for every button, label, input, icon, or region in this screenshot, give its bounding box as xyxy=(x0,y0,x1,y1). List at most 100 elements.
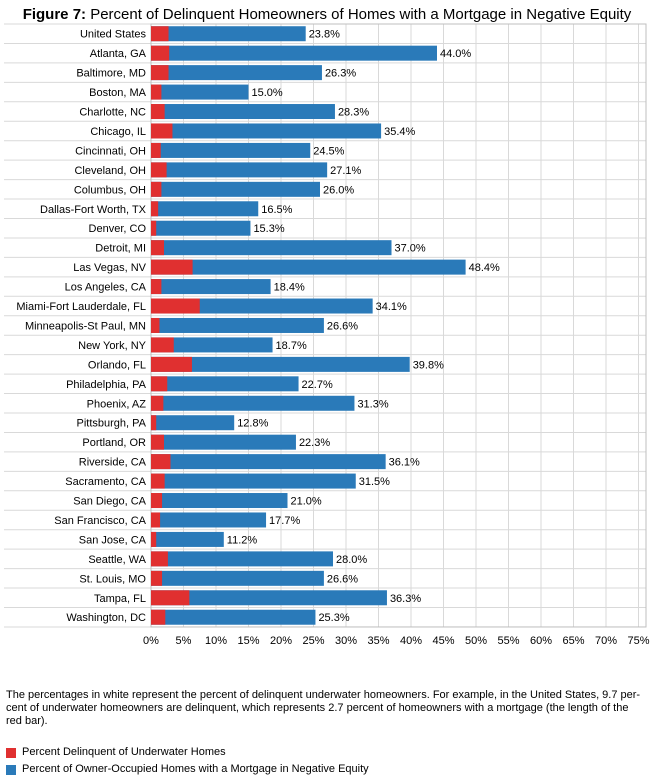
bar-delinquent xyxy=(151,181,162,197)
category-label: Orlando, FL xyxy=(88,359,146,371)
bar-negative-equity xyxy=(151,142,311,158)
bar-delinquent xyxy=(151,298,200,314)
bar-delinquent xyxy=(151,201,159,217)
bar-delinquent xyxy=(151,531,157,547)
x-tick-label: 25% xyxy=(302,635,324,647)
legend: Percent Delinquent of Underwater Homes P… xyxy=(6,745,369,779)
bar-delinquent xyxy=(151,279,162,295)
data-label: 12.8% xyxy=(237,418,268,430)
bar-negative-equity xyxy=(151,531,224,547)
data-label: 26.3% xyxy=(325,68,356,80)
category-label: San Jose, CA xyxy=(79,534,147,546)
category-label: San Diego, CA xyxy=(73,496,146,508)
bar-negative-equity xyxy=(151,65,322,81)
bar-negative-equity xyxy=(151,395,355,411)
legend-item-delinquent: Percent Delinquent of Underwater Homes xyxy=(6,745,369,760)
bar-negative-equity xyxy=(151,26,306,42)
data-label: 39.8% xyxy=(413,359,444,371)
x-tick-label: 20% xyxy=(270,635,292,647)
bar-negative-equity xyxy=(151,104,335,120)
data-label: 25.3% xyxy=(318,612,349,624)
category-label: Portland, OR xyxy=(82,437,146,449)
x-tick-label: 60% xyxy=(530,635,552,647)
bar-delinquent xyxy=(151,142,161,158)
bar-negative-equity xyxy=(151,240,392,256)
category-label: New York, NY xyxy=(78,340,147,352)
legend-swatch-blue xyxy=(6,764,16,775)
x-tick-label: 65% xyxy=(562,635,584,647)
x-tick-label: 75% xyxy=(627,635,649,647)
category-label: Cincinnati, OH xyxy=(75,145,146,157)
bar-negative-equity xyxy=(151,609,316,625)
data-label: 36.1% xyxy=(389,457,420,469)
bar-delinquent xyxy=(151,512,161,528)
x-tick-label: 30% xyxy=(335,635,357,647)
bar-negative-equity xyxy=(151,317,324,333)
x-tick-label: 15% xyxy=(237,635,259,647)
category-label: Atlanta, GA xyxy=(90,48,147,60)
bar-delinquent xyxy=(151,317,160,333)
bar-delinquent xyxy=(151,376,168,392)
category-label: Tampa, FL xyxy=(94,593,146,605)
bar-negative-equity xyxy=(151,570,324,586)
bar-delinquent xyxy=(151,259,193,275)
bar-negative-equity xyxy=(151,220,251,236)
bar-delinquent xyxy=(151,26,169,42)
bar-delinquent xyxy=(151,609,166,625)
data-label: 48.4% xyxy=(469,262,500,274)
bar-negative-equity xyxy=(151,376,299,392)
bar-delinquent xyxy=(151,551,168,567)
data-label: 22.7% xyxy=(302,379,333,391)
bar-delinquent xyxy=(151,454,171,470)
bar-negative-equity xyxy=(151,337,273,353)
bar-negative-equity xyxy=(151,279,271,295)
category-label: Riverside, CA xyxy=(79,457,147,469)
data-label: 15.0% xyxy=(252,87,283,99)
bar-negative-equity xyxy=(151,356,410,372)
x-tick-label: 55% xyxy=(497,635,519,647)
category-label: Las Vegas, NV xyxy=(73,262,146,274)
data-label: 28.3% xyxy=(338,107,369,119)
data-label: 15.3% xyxy=(253,223,284,235)
category-label: Phoenix, AZ xyxy=(87,398,147,410)
bar-delinquent xyxy=(151,162,167,178)
chart-note: The percentages in white represent the p… xyxy=(6,689,641,727)
bar-negative-equity xyxy=(151,181,320,197)
category-label: San Francisco, CA xyxy=(54,515,146,527)
category-label: Los Angeles, CA xyxy=(65,282,147,294)
data-label: 28.0% xyxy=(336,554,367,566)
chart-title: Figure 7: Percent of Delinquent Homeowne… xyxy=(0,6,654,24)
category-label: St. Louis, MO xyxy=(79,573,146,585)
bar-delinquent xyxy=(151,65,169,81)
legend-swatch-red xyxy=(6,747,16,758)
data-label: 35.4% xyxy=(384,126,415,138)
category-label: Charlotte, NC xyxy=(79,107,146,119)
data-label: 37.0% xyxy=(395,243,426,255)
category-label: Miami-Fort Lauderdale, FL xyxy=(16,301,146,313)
x-tick-label: 45% xyxy=(432,635,454,647)
data-label: 26.0% xyxy=(323,184,354,196)
bar-negative-equity xyxy=(151,512,267,528)
data-label: 17.7% xyxy=(269,515,300,527)
data-label: 18.7% xyxy=(276,340,307,352)
bar-negative-equity xyxy=(151,434,296,450)
bar-delinquent xyxy=(151,104,165,120)
category-label: Detroit, MI xyxy=(95,243,146,255)
bar-delinquent xyxy=(151,570,163,586)
bar-delinquent xyxy=(151,473,165,489)
bar-negative-equity xyxy=(151,473,356,489)
bar-negative-equity xyxy=(151,162,328,178)
x-tick-label: 50% xyxy=(465,635,487,647)
category-label: Dallas-Fort Worth, TX xyxy=(40,204,147,216)
data-label: 27.1% xyxy=(330,165,361,177)
x-tick-label: 10% xyxy=(205,635,227,647)
bar-delinquent xyxy=(151,415,157,431)
category-label: Denver, CO xyxy=(89,223,147,235)
bar-delinquent xyxy=(151,123,173,139)
bar-delinquent xyxy=(151,356,192,372)
data-label: 22.3% xyxy=(299,437,330,449)
category-label: Cleveland, OH xyxy=(74,165,146,177)
category-label: United States xyxy=(80,29,147,41)
data-label: 34.1% xyxy=(376,301,407,313)
category-label: Philadelphia, PA xyxy=(66,379,147,391)
